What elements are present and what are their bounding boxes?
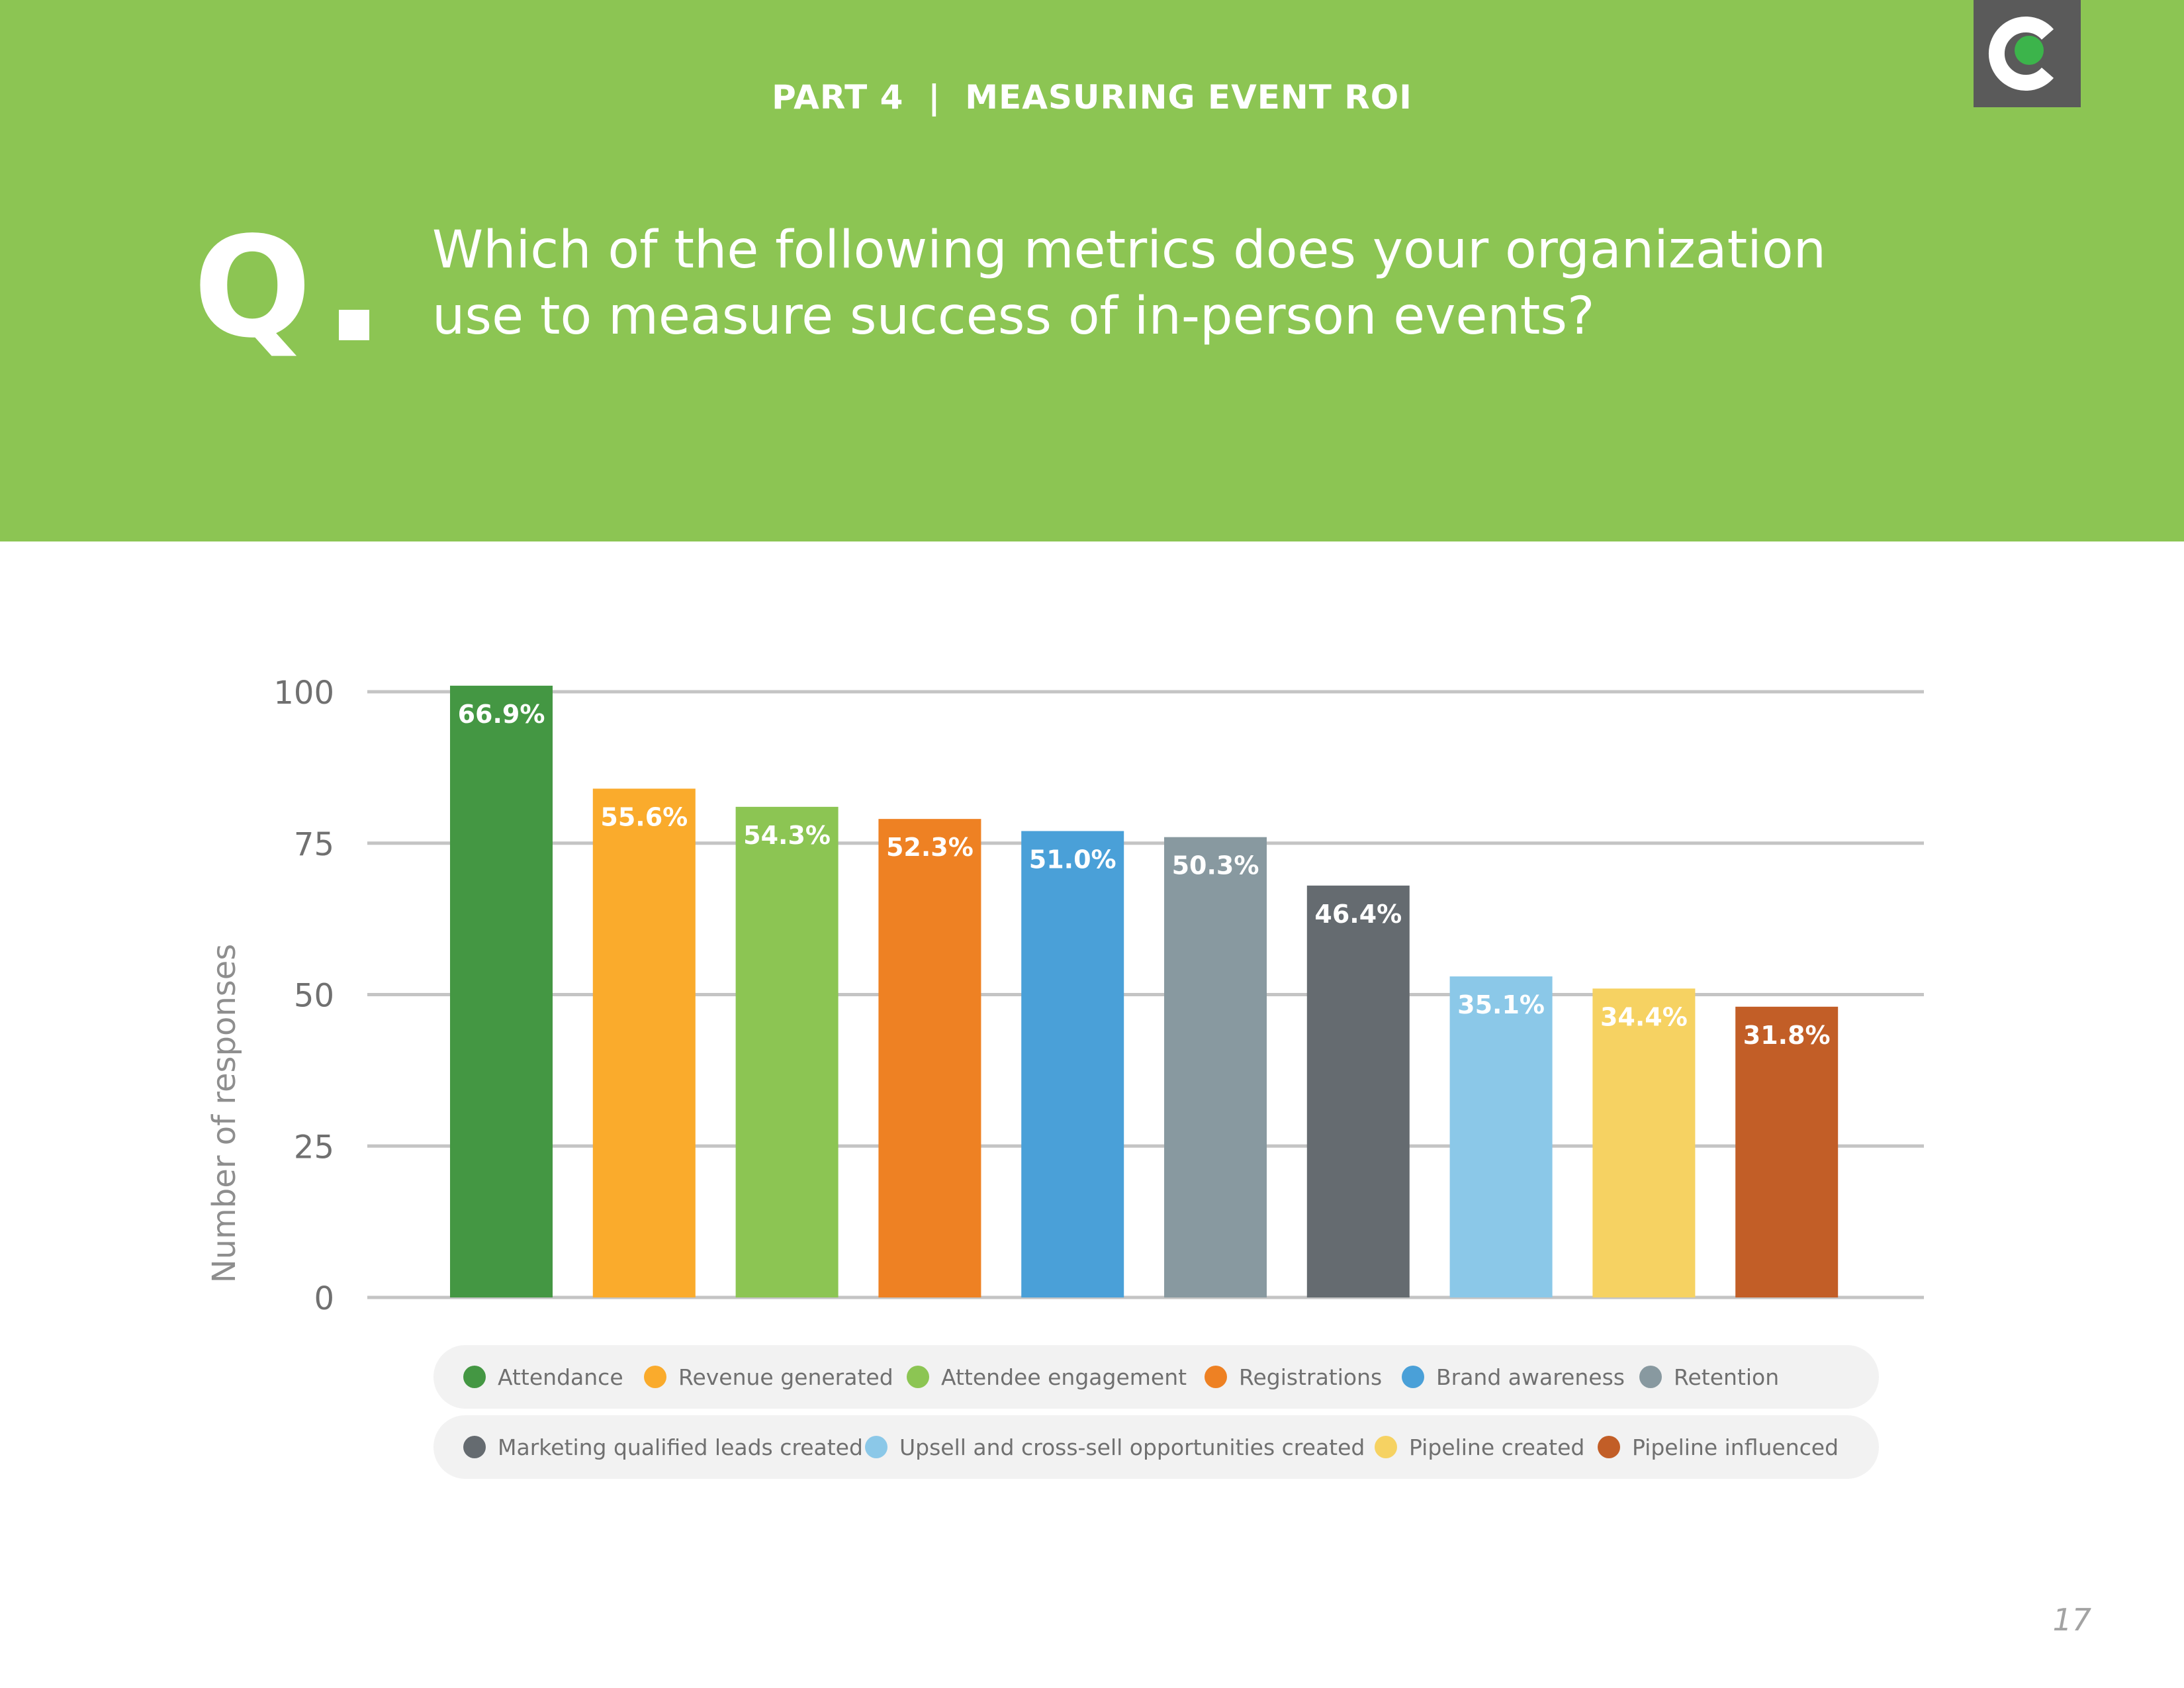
brand-c-logo-icon [1974,0,2081,107]
legend-label: Attendance [498,1364,623,1390]
data-label: 35.1% [1457,990,1545,1019]
logo-dot [2015,36,2044,65]
question-line-1: Which of the following metrics does your… [432,220,1826,280]
legend-label: Revenue generated [678,1364,893,1390]
legend-swatch [907,1366,929,1388]
y-axis-label: Number of responses [206,944,243,1284]
section-title: PART 4 | MEASURING EVENT ROI [772,78,1412,117]
legend-label: Pipeline influenced [1632,1434,1839,1460]
legend-label: Brand awareness [1436,1364,1625,1390]
legend-swatch [1598,1436,1620,1458]
legend-label: Registrations [1239,1364,1383,1390]
legend-item: Attendee engagement [907,1345,1187,1409]
question-line-2: use to measure success of in-person even… [432,287,1595,346]
legend-label: Marketing qualified leads created [498,1434,863,1460]
bar-chart: 0 25 50 75 100 Number of responses 66.9% 55.6… [206,675,1924,1317]
y-tick-label: 0 [314,1280,334,1317]
bar-8 [1592,988,1696,1297]
legend-row-2: Marketing qualified leads created Upsell … [433,1415,1879,1479]
bar-0 [450,685,553,1297]
question-mark-dot [339,310,369,340]
legend-item: Attendance [463,1345,623,1409]
question-mark-letter: Q [193,207,312,369]
data-label: 52.3% [886,833,974,862]
logo-c-shape [1988,17,2054,91]
bar-3 [878,819,981,1297]
question-text: Which of the following metrics does your… [432,217,1888,350]
y-tick-label: 100 [273,675,334,712]
page-number: 17 [2052,1602,2091,1638]
bar-5 [1164,837,1267,1297]
bar-1 [592,788,696,1297]
legend-swatch [1402,1366,1424,1388]
header-banner [0,0,2184,541]
banner-background [0,0,2184,541]
y-axis-ticks: 0 25 50 75 100 [273,675,334,1317]
bar-4 [1021,831,1124,1297]
data-label: 50.3% [1172,851,1259,880]
legend-swatch [1639,1366,1662,1388]
y-tick-label: 25 [294,1129,334,1166]
bar-7 [1449,976,1553,1297]
bars [450,685,1839,1297]
legend-item: Revenue generated [644,1345,893,1409]
data-label: 34.4% [1600,1002,1688,1031]
legend-item: Pipeline influenced [1598,1415,1839,1479]
legend-item: Pipeline created [1375,1415,1584,1479]
y-tick-label: 75 [294,826,334,863]
legend-swatch [865,1436,887,1458]
data-label: 31.8% [1743,1021,1831,1050]
legend-row-1: Attendance Revenue generated Attendee enga… [433,1345,1879,1409]
legend-swatch [463,1436,486,1458]
legend-swatch [644,1366,666,1388]
legend-label: Upsell and cross-sell opportunities crea… [899,1434,1365,1460]
legend-item: Upsell and cross-sell opportunities crea… [865,1415,1365,1479]
data-label: 46.4% [1314,900,1402,929]
y-tick-label: 50 [294,978,334,1015]
legend-item: Retention [1639,1345,1779,1409]
legend-swatch [1375,1436,1397,1458]
legend-swatch [463,1366,486,1388]
data-label: 54.3% [743,821,831,850]
legend-label: Pipeline created [1409,1434,1585,1460]
bar-6 [1306,885,1410,1297]
data-label: 66.9% [458,700,545,729]
bar-2 [735,806,839,1297]
legend-label: Retention [1674,1364,1780,1390]
legend-item: Brand awareness [1402,1345,1625,1409]
data-label: 51.0% [1029,845,1116,874]
legend-label: Attendee engagement [941,1364,1187,1390]
legend-item: Marketing qualified leads created [463,1415,863,1479]
bar-9 [1735,1006,1839,1297]
legend-item: Registrations [1205,1345,1382,1409]
data-label: 55.6% [600,802,688,831]
legend-swatch [1205,1366,1227,1388]
data-labels: 66.9% 55.6% 54.3% 52.3% 51.0% 50.3% 46.4% 35.1%… [458,700,1831,1050]
